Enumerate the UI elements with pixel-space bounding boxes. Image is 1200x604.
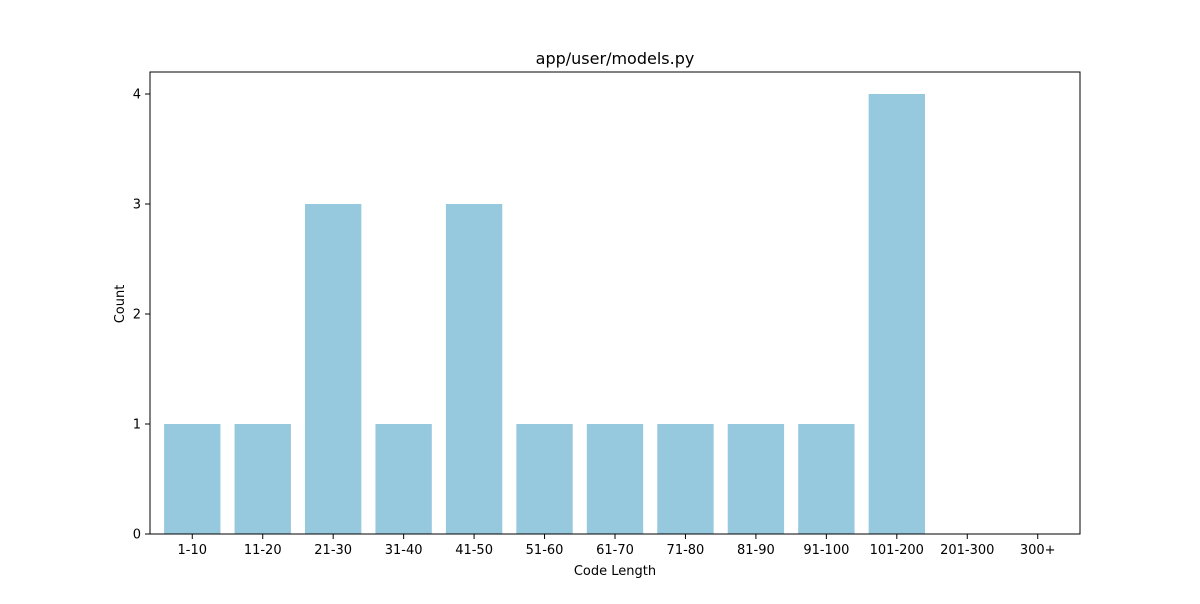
- x-tick-label: 201-300: [940, 543, 994, 558]
- y-tick-label: 0: [133, 528, 141, 543]
- y-tick-label: 4: [133, 88, 141, 103]
- x-tick-label: 21-30: [314, 543, 352, 558]
- bar-71-80: [657, 424, 714, 534]
- bar-21-30: [305, 204, 362, 534]
- bar-61-70: [586, 424, 644, 534]
- x-tick-label: 91-100: [803, 543, 849, 558]
- bar-11-20: [234, 424, 291, 534]
- x-tick-label: 41-50: [455, 543, 493, 558]
- x-axis-label: Code Length: [574, 564, 656, 579]
- x-tick-label: 101-200: [870, 543, 924, 558]
- bar-41-50: [445, 204, 503, 534]
- ticks-layer: 1-10 11-20 21-30 31-40 41-50 51-60 61-70 71-80 8…: [133, 88, 1056, 559]
- y-tick-label: 3: [133, 198, 141, 213]
- y-tick-label: 1: [133, 418, 141, 433]
- x-tick-label: 61-70: [596, 543, 634, 558]
- x-tick-label: 11-20: [244, 543, 282, 558]
- bar-81-90: [727, 424, 785, 534]
- x-tick-label: 71-80: [667, 543, 705, 558]
- x-tick-label: 51-60: [526, 543, 564, 558]
- y-tick-label: 2: [133, 308, 141, 323]
- plot-frame: [149, 71, 1081, 535]
- bar-91-100: [798, 424, 855, 534]
- bar-1-10: [164, 424, 221, 534]
- bar-31-40: [375, 424, 432, 534]
- x-tick-label: 1-10: [178, 543, 208, 558]
- bars-layer: [164, 94, 925, 534]
- y-axis-label: Count: [113, 285, 128, 324]
- chart-title: app/user/models.py: [536, 49, 695, 68]
- x-tick-label: 81-90: [737, 543, 775, 558]
- bar-101-200: [868, 94, 925, 534]
- bar-51-60: [516, 424, 573, 534]
- x-tick-label: 31-40: [385, 543, 423, 558]
- x-tick-label: 300+: [1020, 543, 1056, 558]
